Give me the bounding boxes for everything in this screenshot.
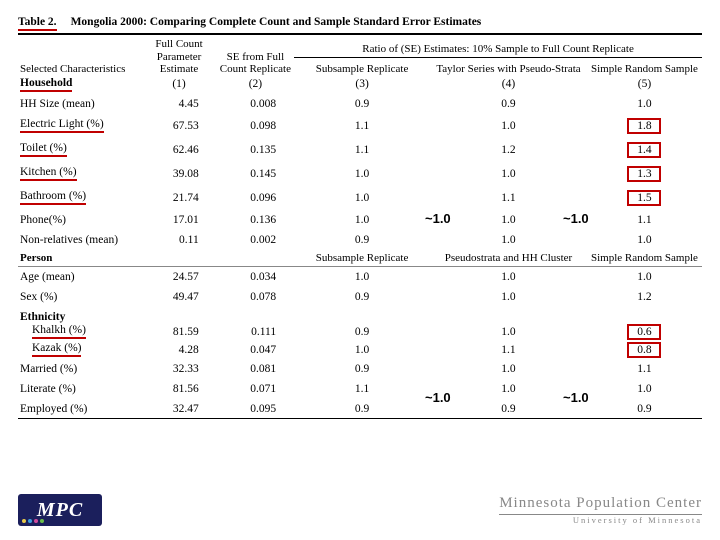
table-title-row: Table 2. Mongolia 2000: Comparing Comple… xyxy=(18,16,702,35)
colnum-2: (2) xyxy=(217,77,294,94)
header-c2: SE from Full Count Replicate xyxy=(217,37,294,77)
umn-logo: Minnesota Population Center University o… xyxy=(499,495,702,525)
table-row: Non-relatives (mean)0.110.0020.91.01.0 xyxy=(18,230,702,250)
table-row: Age (mean)24.570.0341.01.01.0 xyxy=(18,266,702,287)
person-header-c5: Simple Random Sample xyxy=(587,250,702,267)
umn-name: Minnesota Population Center xyxy=(499,495,702,515)
table-row: Employed (%)32.470.0950.90.90.9 xyxy=(18,399,702,419)
section-ethnicity: Ethnicity xyxy=(18,307,141,323)
colnum-1: (1) xyxy=(141,77,216,94)
annotation-1: ~1.0 xyxy=(425,211,451,226)
footer: MPC Minnesota Population Center Universi… xyxy=(0,484,720,540)
annotation-3: ~1.0 xyxy=(425,390,451,405)
annotation-4: ~1.0 xyxy=(563,390,589,405)
annotation-2: ~1.0 xyxy=(563,211,589,226)
table-row: Bathroom (%)21.740.0961.01.11.5 xyxy=(18,186,702,210)
table-row: Kitchen (%)39.080.1451.01.01.3 xyxy=(18,162,702,186)
table-title: Mongolia 2000: Comparing Complete Count … xyxy=(71,16,482,28)
header-c1: Full Count Parameter Estimate xyxy=(141,37,216,77)
umn-sub: University of Minnesota xyxy=(499,515,702,525)
header-ratio: Ratio of (SE) Estimates: 10% Sample to F… xyxy=(294,37,702,58)
table-row: Married (%)32.330.0810.91.01.1 xyxy=(18,359,702,379)
data-table: Selected Characteristics Full Count Para… xyxy=(18,37,702,419)
person-header-c4: Pseudostrata and HH Cluster xyxy=(430,250,587,267)
table-row: Electric Light (%)67.530.0981.11.01.8 xyxy=(18,114,702,138)
header-selchar: Selected Characteristics xyxy=(20,62,139,76)
colnum-3: (3) xyxy=(294,77,430,94)
person-header-c3: Subsample Replicate xyxy=(294,250,430,267)
table-row: Khalkh (%)81.590.1110.91.00.6 xyxy=(18,323,702,341)
table-row: HH Size (mean)4.450.0080.90.91.0 xyxy=(18,94,702,114)
colnum-5: (5) xyxy=(587,77,702,94)
table-row: Phone(%)17.010.1361.01.01.1 xyxy=(18,210,702,230)
mpc-logo: MPC xyxy=(18,494,102,526)
header-c4: Taylor Series with Pseudo-Strata xyxy=(430,58,587,77)
colnum-4: (4) xyxy=(430,77,587,94)
table-number: Table 2. xyxy=(18,16,57,31)
header-c3: Subsample Replicate xyxy=(294,58,430,77)
section-household: Household xyxy=(20,77,72,92)
table-row: Kazak (%)4.280.0471.01.10.8 xyxy=(18,341,702,359)
table-row: Sex (%)49.470.0780.91.01.2 xyxy=(18,287,702,307)
section-person: Person xyxy=(18,250,141,267)
table-row: Literate (%)81.560.0711.11.01.0 xyxy=(18,379,702,399)
table-row: Toilet (%)62.460.1351.11.21.4 xyxy=(18,138,702,162)
header-c5: Simple Random Sample xyxy=(587,58,702,77)
